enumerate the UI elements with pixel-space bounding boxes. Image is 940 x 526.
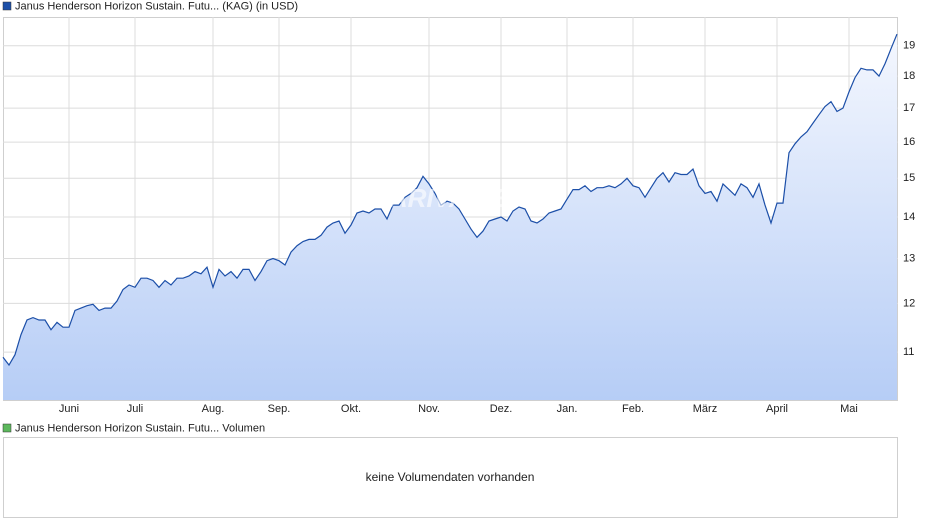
- legend-label: Janus Henderson Horizon Sustain. Futu...…: [15, 422, 265, 434]
- y-tick-label: 13: [903, 252, 915, 264]
- x-tick-label: Nov.: [418, 403, 440, 415]
- x-tick-label: Jan.: [557, 403, 578, 415]
- x-tick-label: Dez.: [490, 403, 513, 415]
- volume-message: keine Volumendaten vorhanden: [366, 470, 535, 484]
- legend-swatch: [2, 1, 12, 11]
- y-tick-label: 14: [903, 211, 915, 223]
- legend-label: Janus Henderson Horizon Sustain. Futu...…: [15, 0, 298, 12]
- y-tick-label: 17: [903, 102, 915, 114]
- x-tick-label: Juni: [59, 403, 79, 415]
- volume-frame: [3, 437, 898, 518]
- y-tick-label: 19: [903, 40, 915, 52]
- legend-swatch: [2, 423, 12, 433]
- price-line: [2, 33, 898, 367]
- y-tick-label: 18: [903, 70, 915, 82]
- data: [2, 33, 898, 400]
- area-fill: [3, 34, 897, 400]
- y-tick-label: 16: [903, 136, 915, 148]
- y-tick-label: 15: [903, 172, 915, 184]
- y-tick-label: 12: [903, 297, 915, 309]
- x-tick-label: Sep.: [268, 403, 291, 415]
- x-tick-label: Mai: [840, 403, 858, 415]
- x-tick-label: März: [693, 403, 717, 415]
- x-tick-label: Aug.: [202, 403, 225, 415]
- x-tick-label: April: [766, 403, 788, 415]
- y-tick-label: 11: [903, 346, 914, 358]
- x-tick-label: Feb.: [622, 403, 644, 415]
- x-tick-label: Juli: [127, 403, 144, 415]
- watermark: ARIVA.DE: [388, 183, 512, 213]
- x-tick-label: Okt.: [341, 403, 361, 415]
